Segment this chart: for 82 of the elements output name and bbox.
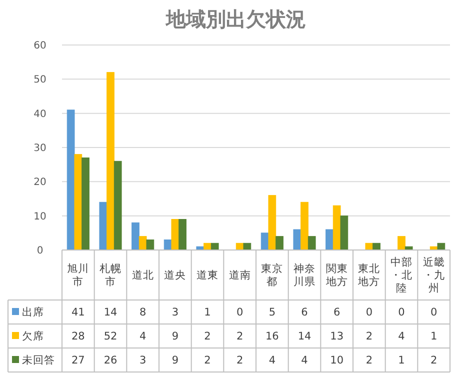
bar <box>146 240 154 250</box>
data-label: 0 <box>398 306 405 319</box>
data-label: 4 <box>268 354 276 367</box>
x-tick-label: 道央 <box>164 268 186 282</box>
bar <box>178 219 186 250</box>
data-label: 2 <box>236 330 244 343</box>
data-label: 1 <box>204 306 211 319</box>
bar <box>114 160 122 250</box>
y-tick-label: 40 <box>34 108 46 120</box>
x-tick-label: 道南 <box>228 268 251 282</box>
bar <box>132 222 140 250</box>
data-label: 9 <box>172 354 179 367</box>
data-label: 10 <box>330 354 344 367</box>
y-tick-label: 50 <box>34 74 46 86</box>
y-tick-label: 20 <box>34 177 46 188</box>
x-tick-label: 関東地方 <box>324 262 348 288</box>
bar <box>243 242 252 250</box>
x-tick-label: 札幌市 <box>100 262 122 288</box>
data-label: 6 <box>301 306 308 319</box>
x-tick-label: 道北 <box>132 268 154 282</box>
bar <box>268 195 276 250</box>
data-label: 5 <box>268 306 276 319</box>
bar <box>276 236 284 250</box>
data-label: 28 <box>71 330 85 343</box>
data-label: 2 <box>366 330 373 343</box>
bar <box>210 242 219 250</box>
data-label: 26 <box>104 354 118 367</box>
data-label: 4 <box>398 330 406 343</box>
data-label: 3 <box>172 306 179 319</box>
bar <box>300 202 308 250</box>
data-label: 6 <box>333 306 340 319</box>
data-label: 13 <box>330 330 344 343</box>
data-label: 14 <box>104 306 118 319</box>
bar <box>99 202 108 250</box>
y-tick-label: 30 <box>34 143 46 154</box>
legend-label: 出席 <box>22 306 44 319</box>
chart-title: 地域別出欠状況 <box>165 7 306 31</box>
x-tick-label: 東京都 <box>261 262 284 288</box>
data-label: 8 <box>139 306 146 319</box>
y-tick-label: 0 <box>36 246 44 256</box>
data-label: 4 <box>301 354 308 367</box>
data-label: 4 <box>139 330 146 343</box>
data-label: 27 <box>71 354 85 367</box>
data-label: 41 <box>71 306 85 319</box>
y-tick-label: 60 <box>34 40 46 52</box>
data-label: 14 <box>298 330 312 343</box>
data-label: 2 <box>204 354 211 367</box>
data-label: 3 <box>139 354 146 367</box>
data-label: 0 <box>366 306 373 319</box>
x-tick-label: 道東 <box>196 268 218 282</box>
data-label: 2 <box>204 330 211 343</box>
bar <box>308 236 316 250</box>
bar <box>332 205 341 250</box>
y-tick-label: 10 <box>34 211 46 222</box>
data-label: 2 <box>366 354 373 367</box>
bar <box>293 229 302 250</box>
x-tick-label: 中部・北陸 <box>390 256 412 295</box>
bar <box>326 229 334 250</box>
x-tick-label: 近畿・九州 <box>422 256 445 295</box>
bar <box>398 236 406 250</box>
data-label: 0 <box>236 306 244 319</box>
bar <box>171 219 180 250</box>
data-label: 2 <box>236 354 244 367</box>
x-tick-label: 神奈川県 <box>294 262 316 288</box>
x-tick-label: 東北地方 <box>357 262 380 288</box>
bar <box>82 158 90 250</box>
legend-label: 未回答 <box>22 354 55 367</box>
data-label: 2 <box>430 354 438 367</box>
data-label: 0 <box>430 306 438 319</box>
bar <box>74 154 82 250</box>
data-label: 9 <box>172 330 179 343</box>
data-label: 16 <box>265 330 280 343</box>
data-label: 1 <box>430 330 438 343</box>
data-label: 52 <box>104 330 118 343</box>
x-tick-label: 旭川市 <box>67 262 90 288</box>
legend-label: 欠席 <box>22 330 44 343</box>
bar <box>372 242 380 250</box>
bar <box>66 110 75 250</box>
bar <box>437 242 446 250</box>
data-label: 1 <box>398 354 405 367</box>
bar <box>340 216 348 250</box>
bar <box>106 72 114 250</box>
